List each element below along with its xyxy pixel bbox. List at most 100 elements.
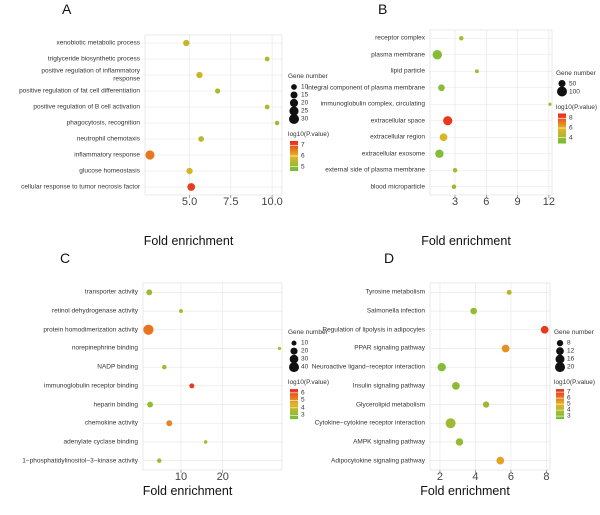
category-label: positive regulation of fat cell differen… — [19, 87, 140, 95]
size-legend-key — [289, 98, 299, 108]
color-legend-title: log10(P.value) — [556, 103, 598, 111]
panel-label: C — [60, 250, 71, 266]
size-legend-label: 15 — [301, 91, 309, 99]
category-label: Adipocytokine signaling pathway — [331, 456, 425, 464]
bubble — [264, 104, 270, 110]
category-label: extracellular space — [370, 117, 425, 124]
bubble — [166, 420, 173, 427]
bubble — [277, 346, 282, 351]
bubble — [482, 401, 490, 408]
category-label: AMPK signaling pathway — [353, 438, 425, 446]
bubble — [435, 149, 444, 158]
x-tick-label: 20 — [216, 471, 229, 483]
color-tick-label: 6 — [301, 152, 305, 160]
category-label: immunoglobulin receptor binding — [44, 382, 138, 390]
size-legend-label: 20 — [301, 347, 309, 355]
bubble — [179, 309, 183, 313]
category-label: inflammatory response — [74, 151, 140, 159]
bubble — [143, 324, 154, 335]
plot-area — [429, 29, 553, 196]
color-tick-label: 3 — [301, 411, 305, 419]
color-bar — [290, 389, 298, 420]
size-legend-key — [289, 114, 299, 124]
bubble — [455, 438, 464, 446]
size-legend-key — [289, 362, 299, 373]
x-tick-label: 5.0 — [181, 196, 198, 208]
x-tick-label: 4 — [472, 471, 479, 483]
bubble — [196, 71, 203, 79]
category-label: retinol dehydrogenase activity — [52, 307, 138, 315]
bubble — [501, 344, 510, 353]
size-legend-key — [558, 79, 566, 88]
x-tick-label: 10 — [174, 471, 188, 483]
bubble — [147, 401, 154, 408]
bubble — [264, 56, 270, 62]
size-legend-key — [555, 362, 565, 373]
size-legend-label: 50 — [569, 79, 577, 87]
size-legend-label: 8 — [567, 339, 571, 347]
plot-area — [144, 34, 283, 196]
x-axis-label: Fold enrichment — [421, 234, 511, 248]
category-label: external side of plasma membrane — [325, 166, 425, 174]
category-label: norepinephrine binding — [71, 344, 138, 352]
bubble — [506, 289, 512, 295]
bubble — [198, 136, 205, 142]
bubble — [445, 418, 456, 429]
size-legend-label: 100 — [569, 87, 580, 95]
color-tick-label: 4 — [567, 406, 571, 414]
x-tick-label: 10.0 — [261, 196, 283, 208]
size-legend-key — [556, 347, 564, 355]
panel-label: B — [378, 1, 388, 17]
category-label: xenobiotic metabolic process — [56, 39, 140, 47]
size-legend-title: Gene number — [288, 73, 328, 80]
bubble — [451, 184, 457, 189]
color-tick-label: 6 — [569, 124, 573, 132]
category-label: Salmonella infection — [366, 307, 425, 315]
bubble — [496, 456, 505, 465]
category-label: transporter activity — [84, 288, 138, 296]
category-label: Cytokine−cytokine receptor interaction — [314, 419, 425, 427]
size-legend-key — [556, 339, 564, 347]
size-legend-label: 25 — [301, 107, 309, 115]
category-label: cellular response to tumor necrosis fact… — [21, 183, 140, 191]
category-label: lipid particle — [390, 67, 425, 75]
color-tick-label: 6 — [567, 394, 571, 402]
plot-area — [142, 282, 283, 471]
bubble — [189, 383, 195, 389]
category-label: glucose homeostasis — [79, 167, 140, 175]
size-legend-key — [555, 354, 565, 364]
bubble — [186, 167, 193, 175]
x-axis-label: Fold enrichment — [142, 484, 233, 498]
category-label: 1−phosphatidylinositol−3−kinase activity — [22, 456, 138, 464]
bubble — [145, 150, 155, 160]
color-tick-label: 4 — [569, 133, 573, 141]
x-tick-label: 3 — [451, 196, 459, 208]
bubble — [162, 364, 167, 370]
color-tick-label: 8 — [569, 114, 573, 122]
bubble — [474, 69, 479, 74]
size-legend-label: 20 — [301, 99, 309, 107]
bubble — [452, 381, 460, 390]
color-tick-label: 5 — [301, 396, 305, 404]
size-legend-key — [289, 354, 299, 364]
category-label: plasma membrane — [371, 51, 425, 58]
x-tick-label: 12 — [542, 196, 555, 208]
size-legend-key — [557, 86, 567, 97]
category-label: extracellular exosome — [361, 150, 425, 157]
category-label: Glycerolipid metabolism — [356, 400, 425, 408]
x-axis-label: Fold enrichment — [143, 234, 234, 248]
category-label: Neuroactive ligand−receptor interaction — [311, 363, 425, 371]
size-legend-label: 10 — [301, 83, 309, 91]
size-legend-label: 40 — [301, 363, 309, 371]
category-label: extracellular region — [370, 133, 425, 141]
size-legend-label: 30 — [301, 115, 309, 123]
size-legend-label: 30 — [301, 355, 309, 363]
bubble — [183, 39, 190, 47]
panel-label: A — [62, 1, 72, 17]
color-legend-title: log10(P.value) — [288, 379, 330, 387]
size-legend-key — [289, 106, 299, 116]
category-label: phagocytosis, recognition — [66, 119, 140, 127]
color-tick-label: 5 — [567, 400, 571, 408]
category-label: integral component of plasma membrane — [306, 84, 425, 91]
